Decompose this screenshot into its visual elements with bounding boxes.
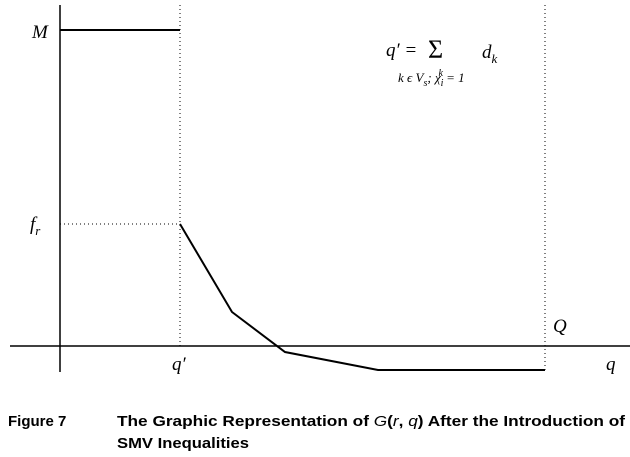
caption-line2: SMV Inequalities <box>117 435 249 452</box>
caption-part: , <box>399 413 409 430</box>
formula-lhs: q′ = <box>386 40 417 61</box>
label-big-q: Q <box>553 316 567 337</box>
formula-index: k ϵ Vs; χik = 1 <box>398 68 465 89</box>
label-f-sub: r <box>35 223 41 238</box>
caption-part: ( <box>387 413 393 430</box>
formula-term: dk <box>482 42 498 66</box>
index-end: = 1 <box>443 70 465 85</box>
chi-sub: i <box>441 78 444 89</box>
caption-part: q <box>408 413 418 430</box>
label-q-prime: q′ <box>172 354 187 375</box>
caption-part: The Graphic Representation of <box>117 413 374 430</box>
label-f: fr <box>30 214 41 238</box>
caption-part: ) <box>418 413 424 430</box>
caption-label: Figure 7 <box>8 413 66 430</box>
chi-sup: k <box>438 68 443 79</box>
label-q: q <box>606 354 616 375</box>
caption-part: After the Introduction of <box>424 413 627 430</box>
formula-sum: Σ <box>428 35 443 64</box>
label-f-main: f <box>30 214 38 235</box>
term: d <box>482 42 492 63</box>
caption-part: G <box>374 413 388 430</box>
term-sub: k <box>492 51 498 66</box>
index-rest: ; χ <box>427 70 441 85</box>
caption-part: r <box>393 413 400 430</box>
label-m: M <box>31 22 49 43</box>
caption-line1: The Graphic Representation of G (r, q) Af… <box>117 413 626 430</box>
index-sub: s <box>423 78 427 89</box>
index: k ϵ V <box>398 70 426 85</box>
g-curve <box>179 223 545 371</box>
